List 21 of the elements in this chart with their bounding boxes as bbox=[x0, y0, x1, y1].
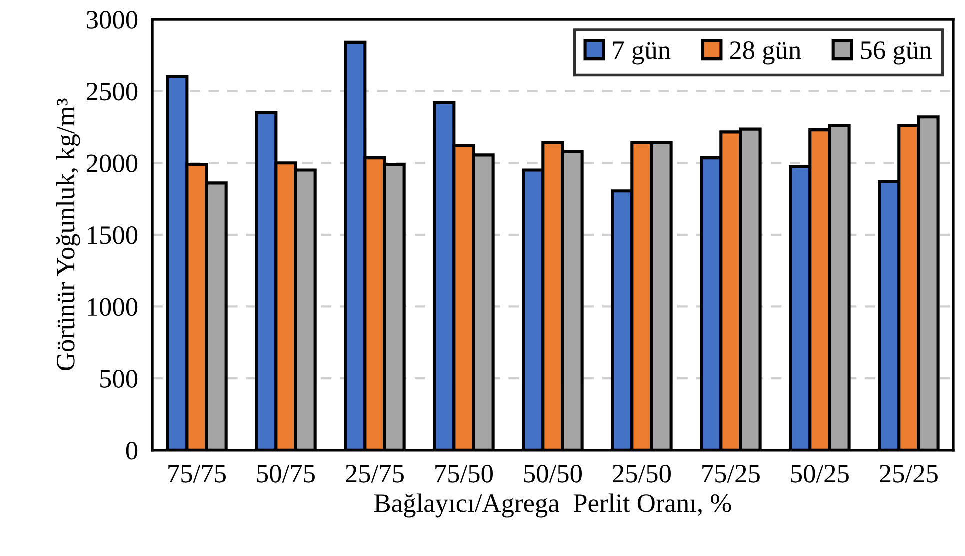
x-tick-label: 75/25 bbox=[702, 465, 760, 483]
x-tick-label: 25/50 bbox=[613, 465, 671, 483]
x-tick-label: 50/75 bbox=[257, 465, 315, 483]
x-tick-label: 25/25 bbox=[880, 465, 938, 483]
x-tick-label: 50/25 bbox=[791, 465, 849, 483]
x-tick-label: 75/50 bbox=[436, 465, 493, 483]
y-tick-label: 1000 bbox=[88, 298, 138, 316]
y-tick-label: 1500 bbox=[88, 226, 138, 244]
x-tick-label: 25/75 bbox=[346, 465, 404, 483]
legend-label: 56 gün bbox=[861, 42, 932, 65]
y-axis-title: Görünür Yoğunluk, kg/m³ bbox=[56, 98, 80, 370]
legend-label: 28 gün bbox=[730, 41, 802, 65]
y-tick-label: 2000 bbox=[86, 154, 138, 173]
y-tick-label: 500 bbox=[100, 370, 138, 388]
x-tick-label: 50/50 bbox=[524, 465, 582, 483]
x-tick-label: 75/75 bbox=[168, 465, 226, 483]
x-axis-title: Bağlayıcı/Agrega Perlit Oranı, % bbox=[374, 494, 732, 518]
y-tick-label: 2500 bbox=[86, 82, 138, 101]
y-tick-label: 3000 bbox=[87, 11, 138, 29]
legend-label: 7 gün bbox=[613, 42, 671, 65]
y-tick-label: 0 bbox=[126, 442, 138, 460]
